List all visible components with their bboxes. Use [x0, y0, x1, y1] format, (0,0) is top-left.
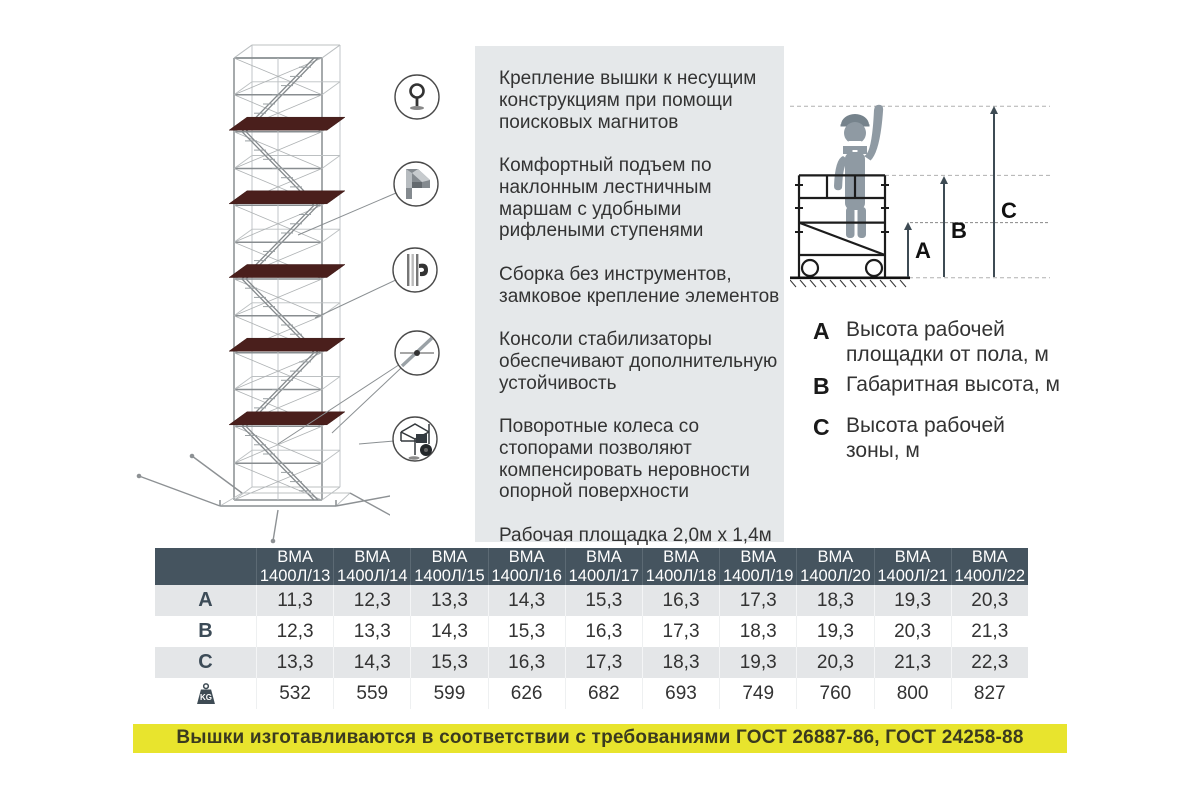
svg-text:KG: KG [200, 693, 212, 702]
